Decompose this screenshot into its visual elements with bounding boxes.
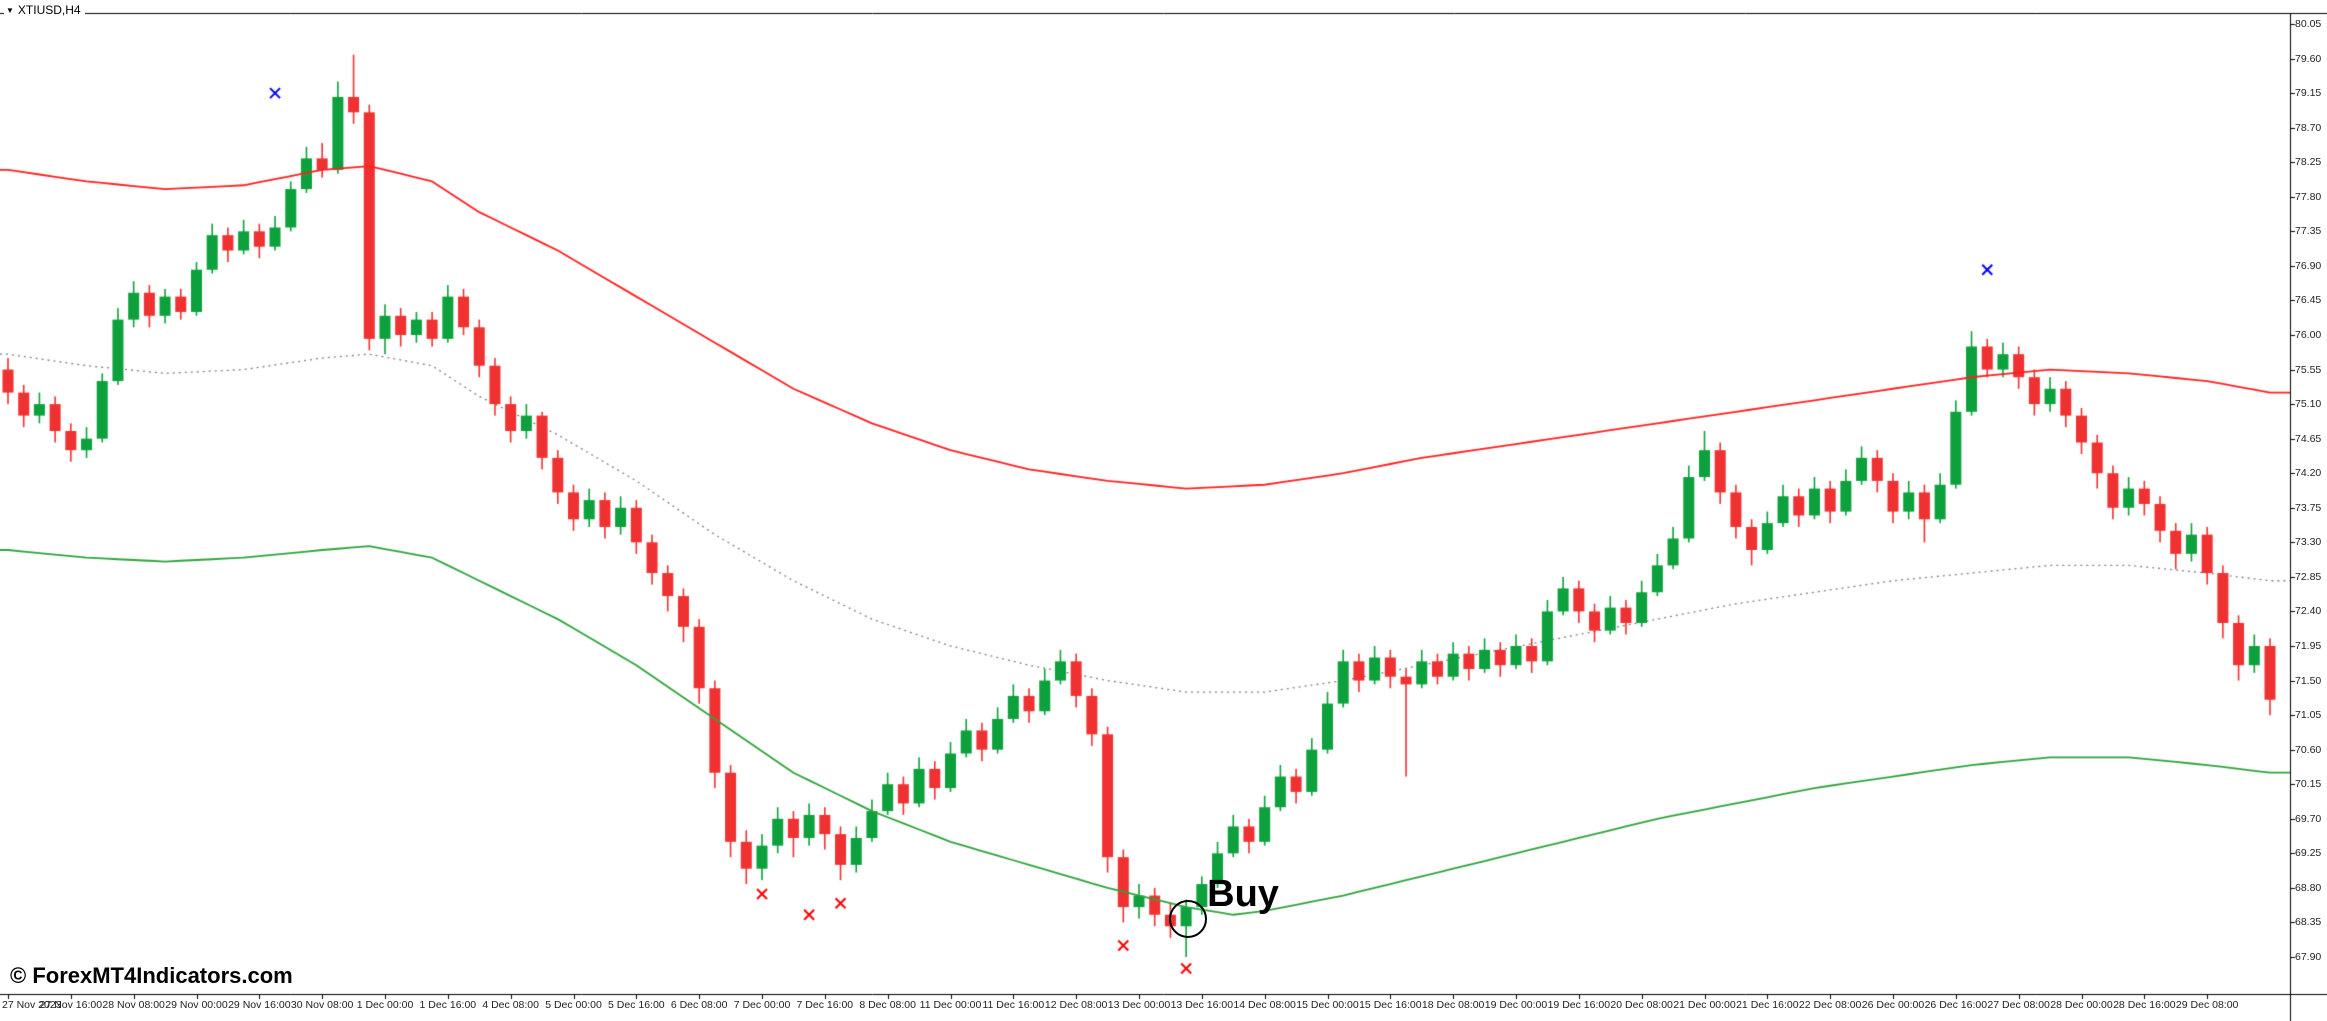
price-axis-label: 76.45 xyxy=(2295,294,2322,307)
time-axis-label: 4 Dec 08:00 xyxy=(482,999,539,1011)
time-axis-label: 19 Dec 16:00 xyxy=(1547,999,1611,1011)
price-axis-label: 77.35 xyxy=(2295,225,2322,238)
price-axis-label: 68.35 xyxy=(2295,916,2322,929)
time-axis-label: 7 Dec 16:00 xyxy=(796,999,854,1011)
time-axis-label: 22 Dec 08:00 xyxy=(1798,999,1862,1011)
price-axis-label: 77.80 xyxy=(2295,190,2322,203)
time-axis-label: 15 Dec 00:00 xyxy=(1296,999,1359,1011)
time-axis-label: 12 Dec 08:00 xyxy=(1044,999,1108,1011)
time-axis-label: 1 Dec 00:00 xyxy=(356,999,414,1011)
price-axis-label: 74.65 xyxy=(2295,432,2322,445)
price-axis-label: 78.70 xyxy=(2295,121,2322,134)
time-axis-label: 5 Dec 00:00 xyxy=(545,999,602,1011)
symbol-name: XTIUSD,H4 xyxy=(17,3,81,17)
price-axis-label: 67.90 xyxy=(2295,951,2322,963)
time-axis-label: 15 Dec 16:00 xyxy=(1359,999,1422,1011)
price-axis-label: 70.15 xyxy=(2295,778,2322,791)
time-axis-label: 20 Dec 08:00 xyxy=(1610,999,1673,1011)
time-axis-label: 6 Dec 08:00 xyxy=(670,999,728,1011)
price-axis-label: 71.05 xyxy=(2295,709,2322,722)
time-axis-label: 28 Dec 16:00 xyxy=(2113,999,2176,1011)
buy-signal-circle[interactable] xyxy=(1169,900,1208,939)
price-axis-label: 73.30 xyxy=(2295,536,2322,549)
time-axis-label: 21 Dec 00:00 xyxy=(1673,999,1736,1011)
time-axis-label: 1 Dec 16:00 xyxy=(419,999,477,1011)
price-axis-label: 70.60 xyxy=(2295,743,2322,756)
time-axis-label: 28 Dec 00:00 xyxy=(2050,999,2113,1011)
watermark: © ForexMT4Indicators.com xyxy=(10,963,293,988)
price-axis-label: 72.40 xyxy=(2295,605,2322,618)
price-axis-label: 79.60 xyxy=(2295,52,2322,65)
time-axis-label: 28 Nov 08:00 xyxy=(102,999,165,1011)
time-axis-label: 13 Dec 00:00 xyxy=(1107,999,1171,1011)
price-axis-label: 72.85 xyxy=(2295,570,2322,583)
time-axis-label: 11 Dec 00:00 xyxy=(919,999,982,1011)
price-axis-label: 76.00 xyxy=(2295,329,2322,341)
time-axis-label: 14 Dec 08:00 xyxy=(1233,999,1296,1011)
time-axis-label: 29 Nov 16:00 xyxy=(228,999,291,1011)
price-axis-label: 78.25 xyxy=(2295,156,2322,169)
time-axis-label: 5 Dec 16:00 xyxy=(608,999,665,1011)
time-axis-label: 27 Dec 08:00 xyxy=(1987,999,2050,1011)
price-axis-label: 76.90 xyxy=(2295,259,2322,272)
price-axis-label: 71.95 xyxy=(2295,640,2322,652)
price-axis-label: 79.15 xyxy=(2295,87,2322,100)
time-axis-label: 7 Dec 00:00 xyxy=(733,999,791,1011)
time-axis-label: 30 Nov 08:00 xyxy=(290,999,354,1011)
price-axis-label: 68.80 xyxy=(2295,881,2322,894)
time-axis-label: 26 Dec 16:00 xyxy=(1924,999,1988,1011)
price-axis-label: 75.10 xyxy=(2295,398,2322,411)
time-axis-label: 29 Dec 08:00 xyxy=(2175,999,2239,1011)
time-axis-label: 19 Dec 00:00 xyxy=(1484,999,1548,1011)
price-axis-label: 69.70 xyxy=(2295,812,2322,825)
symbol-label: ▼ XTIUSD,H4 xyxy=(4,3,85,17)
price-axis-label: 74.20 xyxy=(2295,467,2322,480)
time-axis-label: 11 Dec 16:00 xyxy=(982,999,1045,1011)
time-axis-label: 13 Dec 16:00 xyxy=(1170,999,1234,1011)
price-axis-label: 73.75 xyxy=(2295,501,2322,514)
time-axis-label: 26 Dec 00:00 xyxy=(1861,999,1925,1011)
price-axis-label: 69.25 xyxy=(2295,847,2322,860)
price-axis-label: 75.55 xyxy=(2295,363,2322,376)
time-axis-label: 8 Dec 08:00 xyxy=(859,999,916,1011)
time-axis-label: 27 Nov 16:00 xyxy=(39,999,103,1011)
time-axis-label: 29 Nov 00:00 xyxy=(165,999,228,1011)
price-axis-label: 80.05 xyxy=(2295,18,2322,30)
time-axis-label: 27 Nov 2023 xyxy=(2,999,62,1011)
chart-dropdown-icon[interactable]: ▼ xyxy=(6,6,14,15)
time-axis-label: 21 Dec 16:00 xyxy=(1736,999,1799,1011)
price-axis-label: 71.50 xyxy=(2295,674,2322,687)
time-axis-label: 18 Dec 08:00 xyxy=(1421,999,1485,1011)
buy-annotation-label[interactable]: Buy xyxy=(1207,873,1279,916)
